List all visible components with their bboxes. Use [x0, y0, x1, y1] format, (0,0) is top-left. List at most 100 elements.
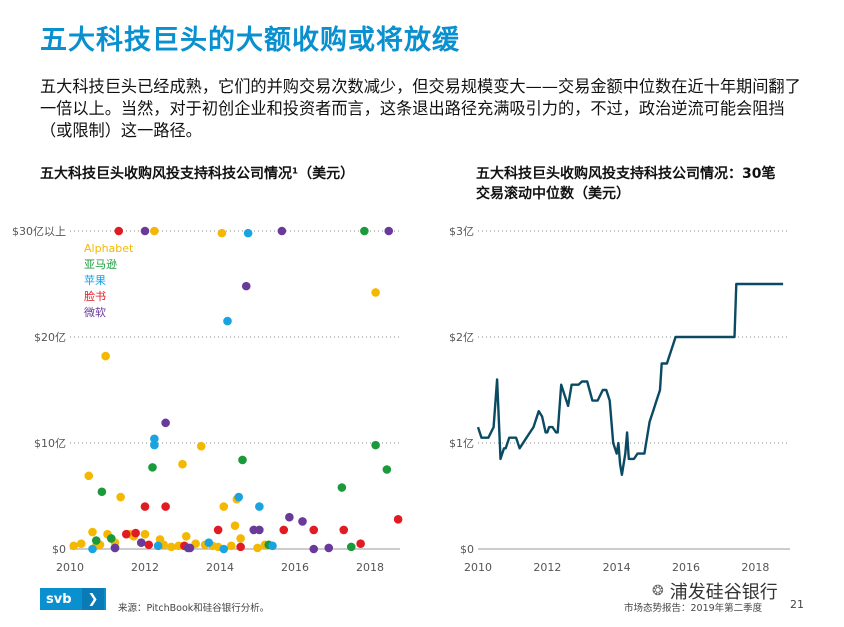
scatter-point — [346, 542, 356, 552]
scatter-point — [219, 502, 229, 511]
x-tick-label: 2012 — [131, 561, 159, 574]
scatter-point — [236, 542, 245, 552]
scatter-point — [69, 541, 79, 551]
scatter-point — [150, 226, 159, 236]
y-tick-label: $1亿 — [449, 437, 474, 450]
line-chart-title: 五大科技巨头收购风投支持科技公司情况：30笔交易滚动中位数（美元） — [476, 166, 776, 202]
wechat-watermark: ❂ 浦发硅谷银行 — [652, 578, 778, 604]
x-tick-label: 2012 — [533, 561, 561, 574]
legend-entry: Alphabet — [84, 242, 134, 255]
y-tick-label: $0 — [460, 543, 474, 556]
page-number: 21 — [790, 598, 804, 611]
scatter-point — [243, 228, 253, 238]
report-label: 市场态势报告：2019年第二季度 — [624, 603, 763, 614]
legend-entry: 微软 — [84, 305, 106, 319]
scatter-point — [234, 492, 244, 502]
x-tick-label: 2016 — [281, 561, 309, 574]
scatter-point — [255, 525, 264, 535]
scatter-point — [339, 525, 349, 535]
scatter-point — [217, 228, 227, 238]
scatter-point — [236, 534, 245, 543]
scatter-point — [91, 536, 101, 545]
scatter-point — [166, 542, 176, 552]
wechat-text: 浦发硅谷银行 — [669, 582, 778, 603]
scatter-point — [226, 541, 236, 551]
y-tick-label: $10亿 — [34, 437, 66, 450]
scatter-point — [309, 525, 319, 535]
y-tick-label: $2亿 — [449, 331, 474, 344]
x-tick-label: 2014 — [603, 561, 631, 574]
logo-text: svb — [46, 591, 72, 607]
scatter-point — [161, 418, 170, 428]
scatter-point — [253, 543, 262, 553]
x-tick-label: 2018 — [356, 561, 384, 574]
x-tick-label: 2018 — [741, 561, 769, 574]
scatter-point — [230, 521, 240, 530]
scatter-point — [238, 455, 247, 465]
scatter-point — [148, 463, 157, 472]
chevron-right-icon: ❯ — [82, 588, 104, 610]
scatter-point — [140, 226, 150, 236]
scatter-point — [393, 515, 403, 524]
scatter-point — [337, 483, 347, 492]
scatter-point — [196, 441, 206, 451]
scatter-point — [285, 512, 294, 522]
scatter-point — [144, 540, 154, 550]
scatter-point — [140, 529, 150, 539]
scatter-point — [241, 281, 251, 291]
scatter-point — [279, 525, 289, 535]
scatter-point — [150, 440, 159, 450]
scatter-point — [382, 465, 392, 474]
scatter-point — [150, 434, 159, 444]
intro-paragraph: 五大科技巨头已经成熟，它们的并购交易次数减少，但交易规模变大——交易金额中位数在… — [40, 77, 801, 140]
scatter-point — [131, 528, 140, 538]
scatter-point — [181, 531, 191, 541]
scatter-point — [223, 316, 232, 326]
scatter-point — [84, 471, 94, 481]
scatter-point — [121, 529, 131, 539]
scatter-point — [161, 502, 170, 511]
scatter-point — [255, 502, 264, 511]
scatter-point — [324, 543, 334, 553]
x-tick-label: 2010 — [464, 561, 492, 574]
scatter-point — [268, 541, 277, 551]
median-line — [476, 282, 784, 476]
scatter-point — [97, 487, 107, 497]
scatter-point — [140, 502, 150, 511]
scatter-point — [185, 543, 195, 553]
legend-entry: 脸书 — [84, 289, 106, 303]
scatter-point — [110, 543, 120, 553]
scatter-point — [298, 517, 307, 526]
scatter-point — [106, 534, 116, 543]
scatter-point — [371, 288, 380, 297]
scatter-point — [114, 226, 124, 236]
legend-entry: 苹果 — [84, 273, 106, 287]
scatter-point — [219, 544, 229, 554]
scatter-point — [116, 492, 125, 502]
y-tick-label: $0 — [52, 543, 66, 556]
x-tick-label: 2016 — [672, 561, 700, 574]
scatter-point — [277, 226, 287, 236]
scatter-point — [371, 440, 380, 450]
wechat-icon: ❂ — [652, 583, 664, 599]
legend-entry: 亚马逊 — [84, 258, 117, 271]
scatter-point — [153, 541, 163, 551]
source-note: 来源：PitchBook和硅谷银行分析。 — [118, 603, 270, 614]
y-tick-label: $20亿 — [34, 331, 66, 344]
svb-logo: svb ❯ — [40, 588, 106, 610]
scatter-point — [88, 544, 97, 554]
x-tick-label: 2014 — [206, 561, 234, 574]
scatter-point — [384, 226, 394, 236]
scatter-point — [101, 351, 110, 361]
scatter-point — [76, 539, 86, 548]
scatter-point — [309, 544, 319, 554]
y-tick-label: $3亿 — [449, 225, 474, 238]
page-title: 五大科技巨头的大额收购或将放缓 — [40, 25, 460, 56]
scatter-point — [356, 539, 365, 548]
scatter-point — [213, 525, 223, 535]
scatter-point — [136, 538, 146, 547]
scatter-point — [360, 226, 369, 236]
scatter-chart-title: 五大科技巨头收购风投支持科技公司情况¹（美元） — [40, 166, 355, 182]
